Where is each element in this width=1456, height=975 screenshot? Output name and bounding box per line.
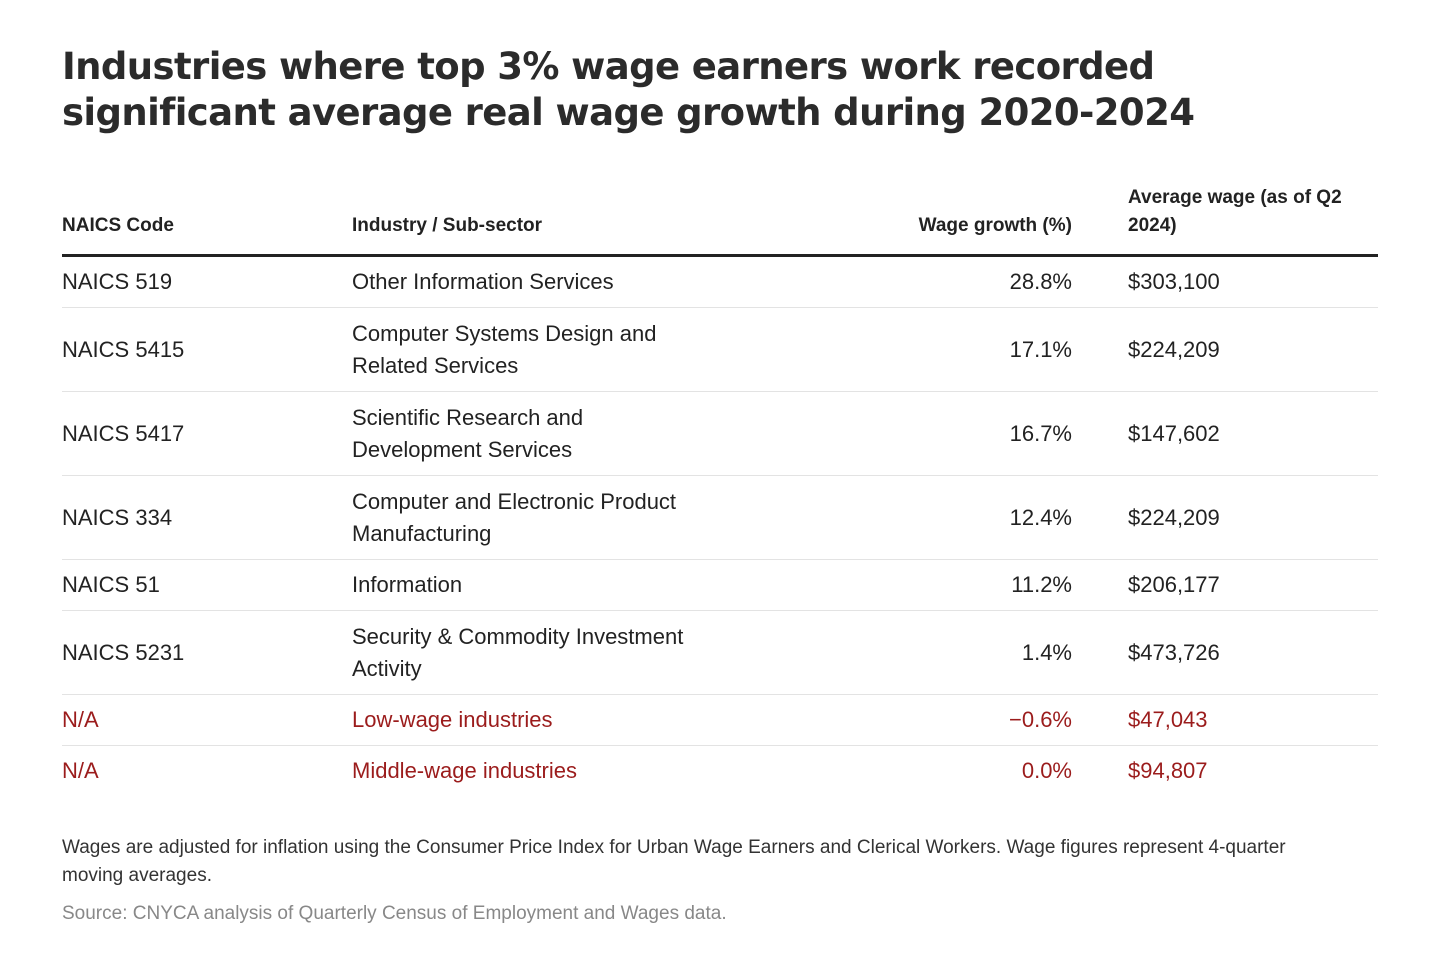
industry-cell: Scientific Research and Development Serv… [352,391,832,476]
industry-cell: Computer Systems Design and Related Serv… [352,307,832,392]
wage-growth-cell: 11.2% [832,559,1072,611]
industry-cell-text: Computer Systems Design and Related Serv… [352,320,657,378]
naics-code-cell-text: N/A [62,758,99,783]
table-row: NAICS 519 Other Information Services 28.8%… [62,255,1378,308]
naics-code-cell: NAICS 51 [62,559,352,611]
industry-cell-text: Computer and Electronic Product Manufact… [352,488,677,546]
methodology-note: Wages are adjusted for inflation using t… [62,837,1286,886]
wage-growth-cell: 1.4% [832,610,1072,695]
wage-growth-cell: 16.7% [832,391,1072,476]
industry-cell-text: Security & Commodity Investment Activity [352,623,684,681]
wage-growth-cell-text: 17.1% [1009,336,1072,362]
industry-cell-text: Other Information Services [352,269,614,294]
average-wage-cell: $224,209 [1072,475,1378,560]
table-body: NAICS 519 Other Information Services 28.8%… [62,255,1378,797]
average-wage-cell-text: $47,043 [1128,707,1208,732]
wage-growth-cell: −0.6% [832,694,1072,746]
industry-cell: Security & Commodity Investment Activity [352,610,832,695]
wage-growth-cell-text: −0.6% [1009,707,1072,732]
column-header-industry: Industry / Sub-sector [352,184,832,257]
industry-cell: Computer and Electronic Product Manufact… [352,475,832,560]
wage-growth-cell: 17.1% [832,307,1072,392]
chart-title: Industries where top 3% wage earners wor… [62,45,1195,134]
average-wage-cell: $224,209 [1072,307,1378,392]
average-wage-cell-text: $147,602 [1128,420,1220,446]
naics-code-cell: NAICS 5415 [62,307,352,392]
naics-code-cell-text: NAICS 5231 [62,639,185,665]
naics-code-cell: NAICS 5417 [62,391,352,476]
average-wage-cell-text: $303,100 [1128,269,1220,294]
wage-growth-cell: 12.4% [832,475,1072,560]
naics-code-cell-text: NAICS 5417 [62,420,185,446]
wage-growth-cell: 0.0% [832,746,1072,797]
naics-code-cell: NAICS 519 [62,255,352,308]
table-header-row: NAICS Code Industry / Sub-sector Wage gr… [62,184,1378,257]
chart-container: Industries where top 3% wage earners wor… [62,44,1378,924]
wage-growth-cell-text: 1.4% [1021,639,1072,665]
column-header-wage-growth: Wage growth (%) [832,184,1072,257]
naics-code-cell-text: N/A [62,707,99,732]
wage-growth-cell-text: 12.4% [1009,504,1072,530]
source-note: Source: CNYCA analysis of Quarterly Cens… [62,903,727,924]
naics-code-cell: N/A [62,746,352,797]
table-row: NAICS 334 Computer and Electronic Product… [62,475,1378,560]
naics-code-cell: N/A [62,694,352,746]
average-wage-cell: $94,807 [1072,746,1378,797]
chart-notes: Wages are adjusted for inflation using t… [62,834,1352,928]
naics-code-cell: NAICS 5231 [62,610,352,695]
naics-code-cell-text: NAICS 334 [62,504,173,530]
industry-cell: Middle-wage industries [352,746,832,797]
industry-cell-text: Scientific Research and Development Serv… [352,404,584,462]
average-wage-cell-text: $224,209 [1128,504,1220,530]
column-header-average-wage-text: Average wage (as of Q2 2024) [1128,187,1342,236]
average-wage-cell: $147,602 [1072,391,1378,476]
table-row: N/A Low-wage industries −0.6% $47,043 [62,694,1378,746]
industry-cell-text: Information [352,572,463,597]
average-wage-cell: $473,726 [1072,610,1378,695]
table-row: NAICS 5231 Security & Commodity Investmen… [62,610,1378,695]
average-wage-cell: $303,100 [1072,255,1378,308]
naics-code-cell: NAICS 334 [62,475,352,560]
column-header-naics-code: NAICS Code [62,184,352,257]
naics-code-cell-text: NAICS 519 [62,269,173,294]
industry-cell: Other Information Services [352,255,832,308]
average-wage-cell-text: $224,209 [1128,336,1220,362]
wage-growth-cell-text: 0.0% [1021,758,1072,783]
average-wage-cell-text: $206,177 [1128,572,1220,597]
average-wage-cell: $47,043 [1072,694,1378,746]
industry-cell-text: Middle-wage industries [352,758,577,783]
wage-growth-cell-text: 11.2% [1011,572,1072,597]
industry-cell: Information [352,559,832,611]
average-wage-cell-text: $94,807 [1128,758,1208,783]
data-table: NAICS Code Industry / Sub-sector Wage gr… [62,184,1378,796]
table-row: NAICS 5415 Computer Systems Design and Re… [62,307,1378,392]
average-wage-cell: $206,177 [1072,559,1378,611]
average-wage-cell-text: $473,726 [1128,639,1220,665]
wage-growth-cell-text: 16.7% [1009,420,1072,446]
table-row: NAICS 5417 Scientific Research and Develo… [62,391,1378,476]
column-header-average-wage: Average wage (as of Q2 2024) [1072,184,1378,257]
naics-code-cell-text: NAICS 5415 [62,336,185,362]
table-row: N/A Middle-wage industries 0.0% $94,807 [62,746,1378,797]
wage-growth-cell-text: 28.8% [1009,269,1072,294]
industry-cell: Low-wage industries [352,694,832,746]
table-row: NAICS 51 Information 11.2% $206,177 [62,559,1378,611]
wage-growth-cell: 28.8% [832,255,1072,308]
naics-code-cell-text: NAICS 51 [62,572,160,597]
industry-cell-text: Low-wage industries [352,707,553,732]
